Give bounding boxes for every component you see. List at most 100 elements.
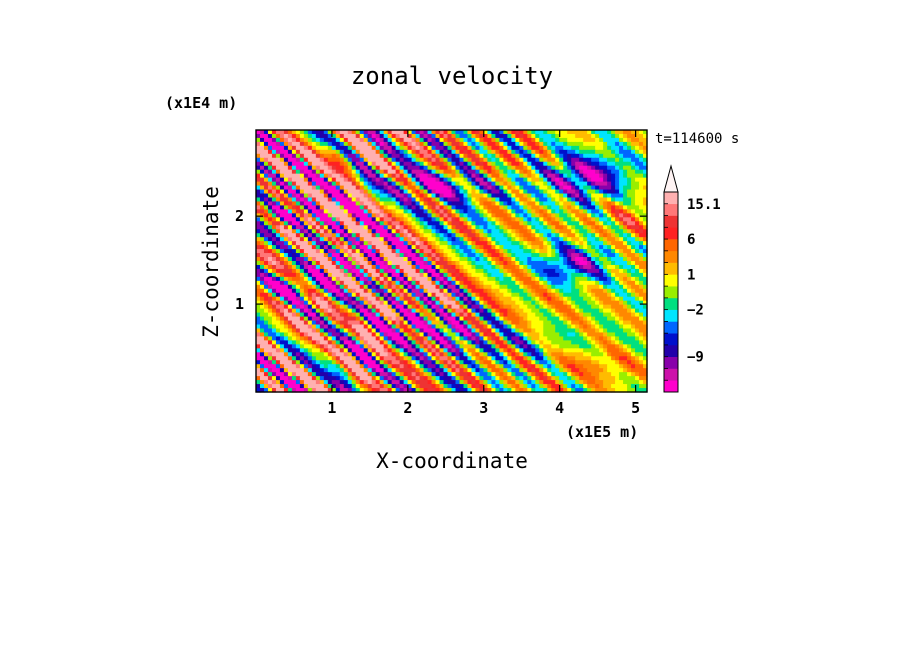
heatmap-cell (395, 324, 401, 330)
heatmap-cell (275, 245, 281, 250)
heatmap-cell (635, 205, 640, 210)
heatmap-cell (491, 257, 496, 262)
heatmap-cell (599, 161, 604, 167)
heatmap-cell (627, 308, 632, 314)
heatmap-cell (439, 292, 445, 298)
heatmap-cell (471, 245, 477, 250)
heatmap-cell (635, 292, 640, 298)
heatmap-cell (475, 221, 481, 226)
heatmap-cell (539, 264, 544, 270)
heatmap-cell (575, 221, 580, 226)
heatmap-cell (615, 233, 620, 238)
heatmap-cell (263, 141, 269, 147)
heatmap-cell (291, 189, 297, 195)
heatmap-cell (443, 249, 449, 254)
heatmap-cell (595, 130, 600, 135)
heatmap-cell (423, 253, 429, 258)
heatmap-cell (479, 300, 485, 306)
heatmap-cell (535, 181, 540, 187)
heatmap-cell (431, 268, 437, 274)
heatmap-cell (395, 197, 401, 203)
heatmap-cell (359, 185, 365, 191)
heatmap-cell (639, 249, 644, 254)
heatmap-cell (547, 312, 552, 318)
heatmap-cell (635, 201, 640, 207)
heatmap-cell (631, 312, 636, 318)
heatmap-cell (575, 177, 580, 183)
heatmap-cell (467, 169, 473, 175)
heatmap-cell (451, 264, 457, 270)
heatmap-cell (459, 130, 465, 135)
heatmap-cell (515, 308, 520, 314)
heatmap-cell (391, 320, 397, 326)
heatmap-cell (315, 245, 321, 250)
heatmap-cell (291, 165, 297, 171)
heatmap-cell (463, 288, 469, 294)
heatmap-cell (459, 292, 465, 298)
heatmap-cell (639, 229, 644, 234)
heatmap-cell (443, 261, 449, 266)
heatmap-cell (259, 137, 265, 143)
heatmap-cell (523, 209, 528, 214)
heatmap-cell (463, 316, 469, 322)
heatmap-cell (527, 169, 532, 175)
heatmap-cell (256, 221, 261, 226)
heatmap-cell (623, 296, 628, 302)
heatmap-cell (575, 193, 580, 199)
heatmap-cell (295, 328, 301, 334)
heatmap-cell (519, 149, 524, 155)
heatmap-cell (407, 324, 413, 330)
heatmap-cell (615, 229, 620, 234)
heatmap-cell (615, 316, 620, 322)
heatmap-cell (551, 185, 556, 191)
heatmap-cell (551, 165, 556, 171)
heatmap-cell (315, 249, 321, 254)
heatmap-cell (359, 145, 365, 151)
heatmap-cell (323, 249, 329, 254)
heatmap-cell (331, 229, 337, 234)
heatmap-cell (515, 130, 520, 135)
heatmap-cell (331, 217, 337, 222)
heatmap-cell (459, 229, 465, 234)
heatmap-cell (603, 161, 608, 167)
heatmap-cell (587, 173, 592, 179)
heatmap-cell (475, 324, 481, 330)
heatmap-cell (643, 233, 648, 238)
heatmap-cell (555, 292, 560, 298)
heatmap-cell (623, 189, 628, 195)
heatmap-cell (635, 153, 640, 159)
heatmap-cell (339, 245, 345, 250)
heatmap-cell (339, 316, 345, 322)
heatmap-cell (495, 153, 500, 159)
heatmap-cell (339, 268, 345, 274)
heatmap-cell (299, 261, 305, 266)
heatmap-cell (287, 201, 293, 207)
heatmap-cell (375, 173, 381, 179)
heatmap-cell (391, 217, 397, 222)
heatmap-cell (256, 316, 261, 322)
heatmap-cell (431, 280, 437, 286)
heatmap-cell (631, 241, 636, 246)
heatmap-cell (467, 253, 473, 258)
heatmap-cell (439, 324, 445, 330)
heatmap-cell (627, 173, 632, 179)
heatmap-cell (591, 133, 596, 139)
heatmap-cell (627, 237, 632, 242)
heatmap-cell (531, 161, 536, 167)
heatmap-cell (431, 257, 437, 262)
heatmap-cell (439, 185, 445, 191)
heatmap-cell (551, 213, 556, 218)
heatmap-cell (627, 328, 632, 334)
heatmap-cell (427, 209, 433, 214)
heatmap-cell (419, 161, 425, 167)
heatmap-cell (463, 253, 469, 258)
heatmap-cell (267, 137, 273, 143)
heatmap-cell (435, 197, 441, 203)
heatmap-cell (291, 193, 297, 199)
heatmap-cell (343, 276, 349, 282)
heatmap-cell (635, 296, 640, 302)
heatmap-cell (415, 213, 421, 218)
heatmap-cell (507, 185, 512, 191)
heatmap-cell (447, 193, 453, 199)
heatmap-cell (375, 137, 381, 143)
